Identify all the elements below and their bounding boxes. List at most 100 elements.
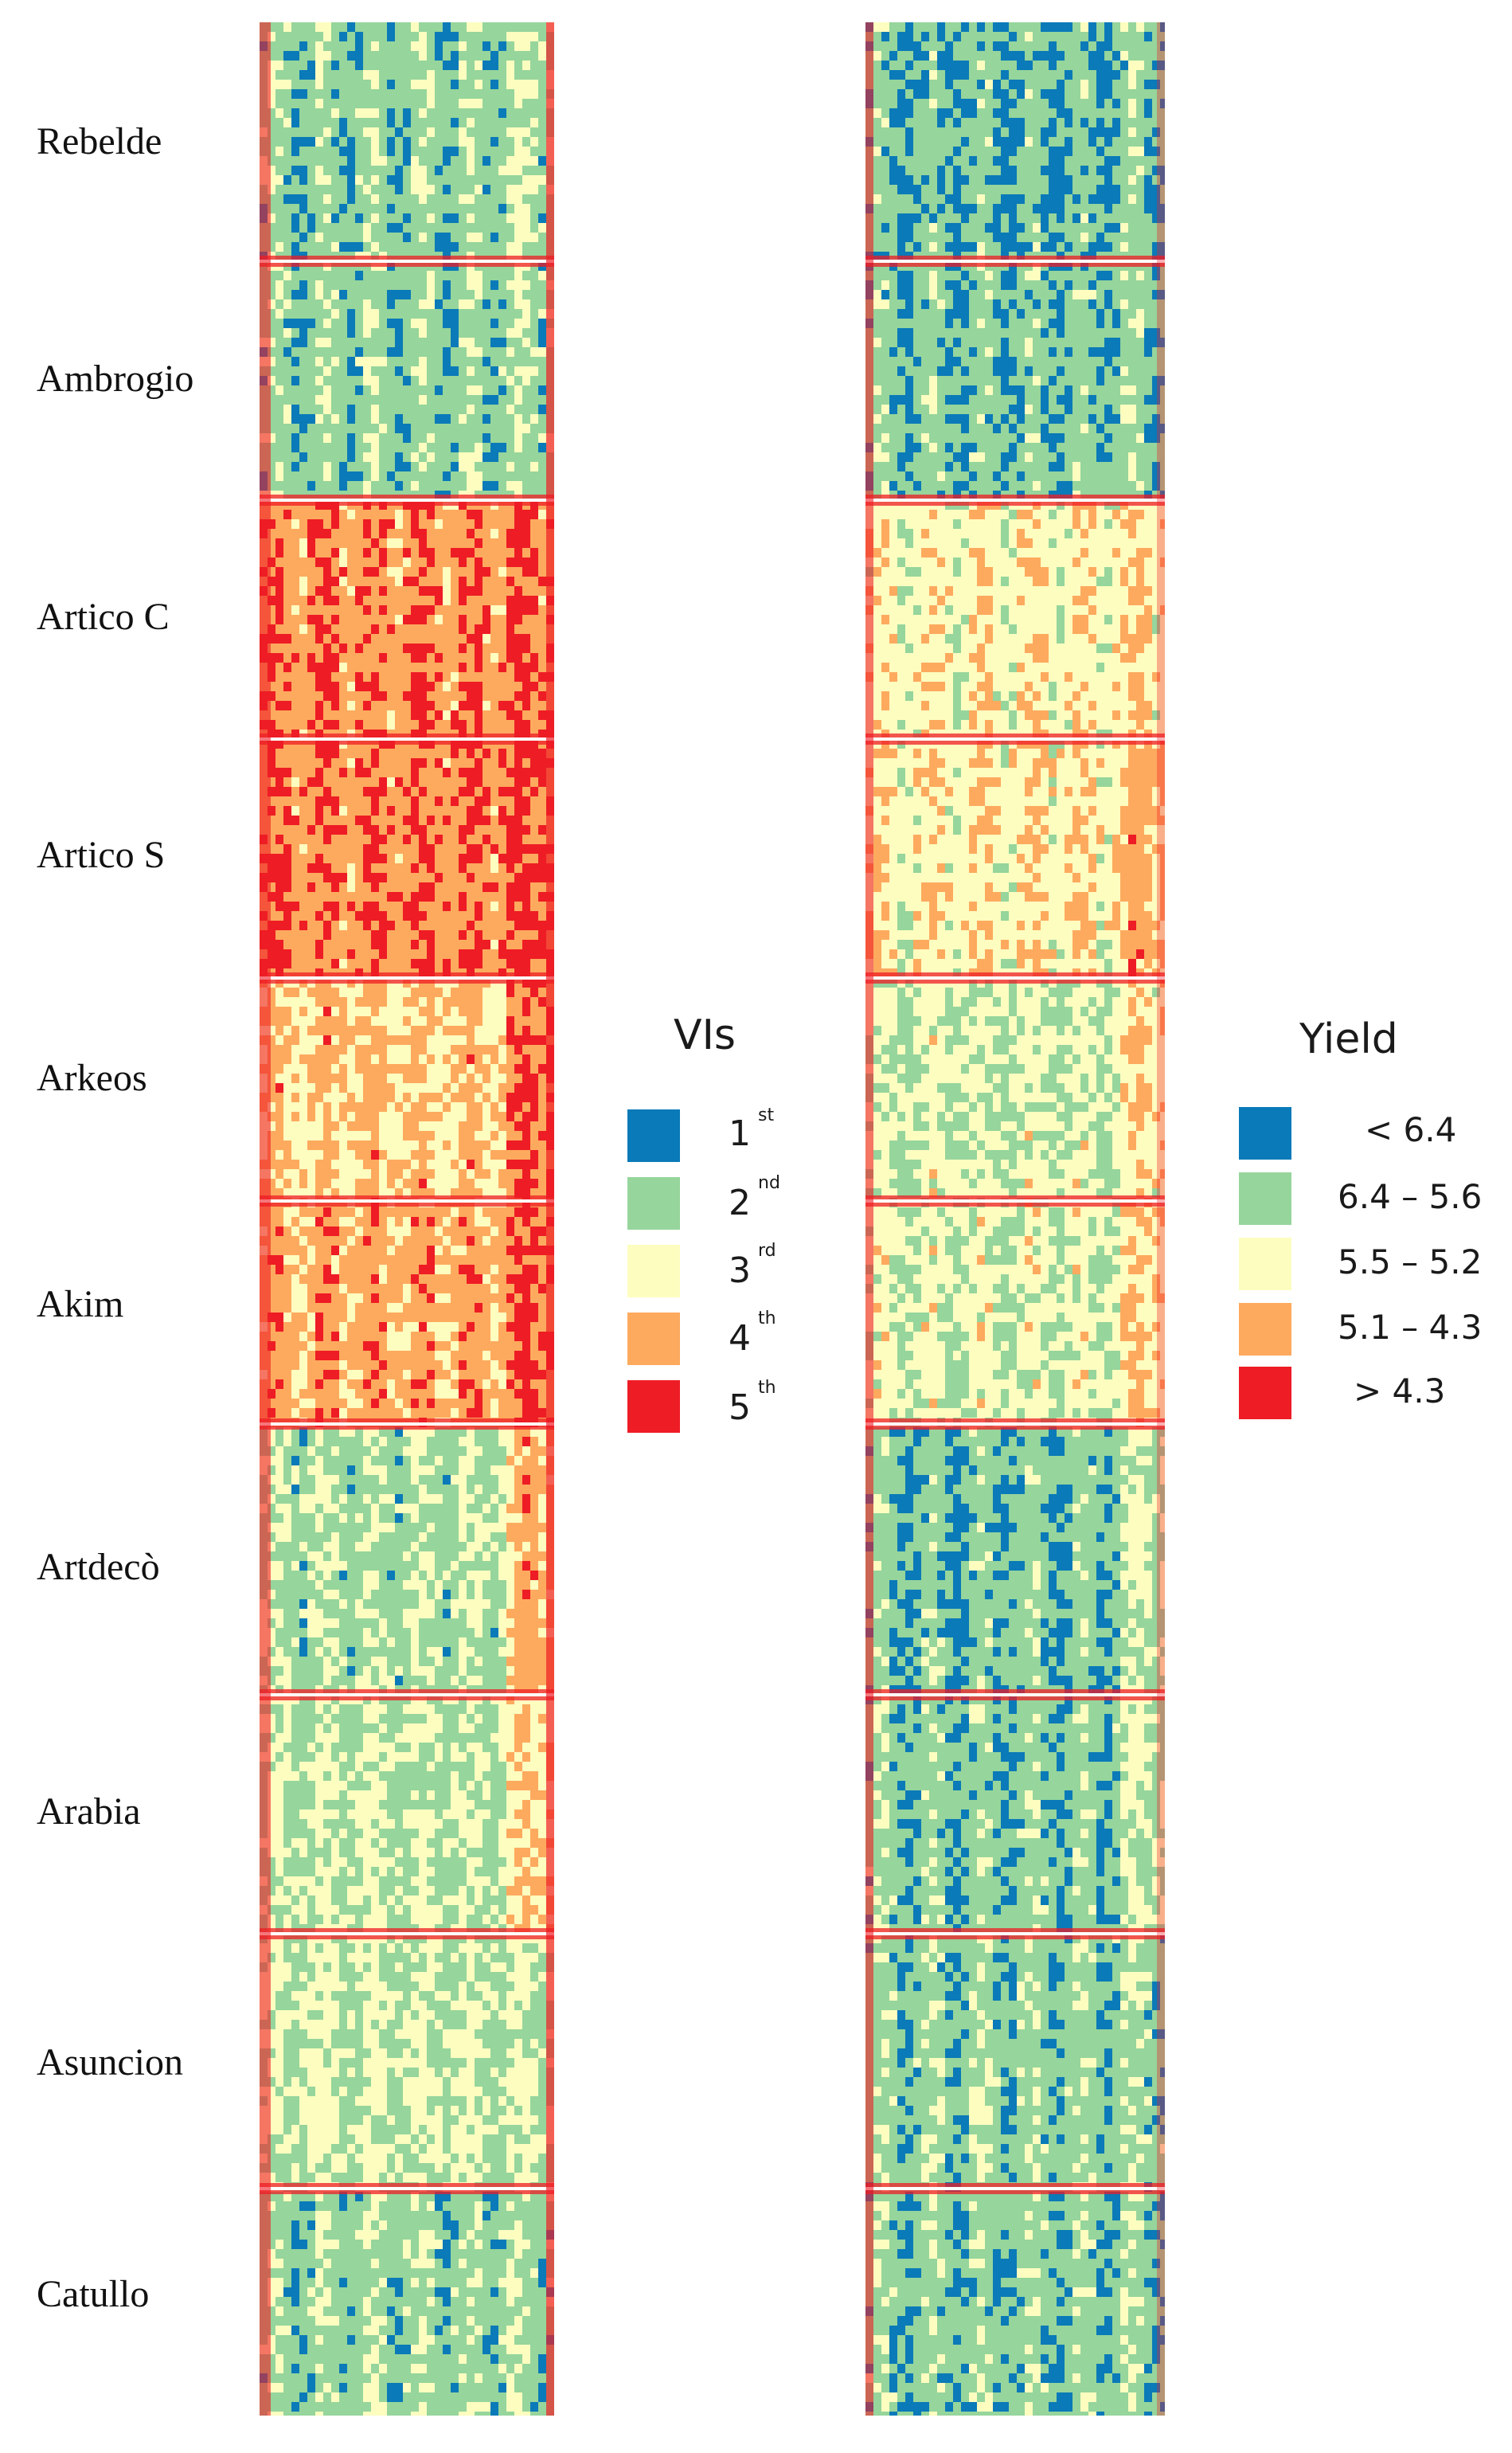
map-cell xyxy=(355,997,364,1007)
map-cell xyxy=(459,1121,467,1132)
map-cell xyxy=(315,1007,324,1017)
map-cell xyxy=(268,1226,276,1237)
map-cell xyxy=(371,80,380,90)
map-cell xyxy=(331,462,340,472)
map-cell xyxy=(387,1274,396,1285)
map-cell xyxy=(331,290,340,300)
map-cell xyxy=(467,519,475,530)
map-cell xyxy=(443,1045,451,1055)
map-cell xyxy=(339,930,348,941)
map-cell xyxy=(459,156,467,166)
map-cell xyxy=(379,1188,388,1199)
map-cell xyxy=(530,414,539,424)
map-cell xyxy=(506,605,515,616)
map-cell xyxy=(331,1255,340,1266)
map-cell xyxy=(483,61,491,71)
map-cell xyxy=(371,462,380,472)
map-cell xyxy=(387,452,396,463)
map-cell xyxy=(506,347,515,358)
map-cell xyxy=(339,949,348,960)
map-cell xyxy=(443,1255,451,1266)
map-cell xyxy=(506,80,515,90)
map-cell xyxy=(459,1293,467,1304)
map-cell xyxy=(443,1093,451,1103)
map-cell xyxy=(347,835,356,845)
map-cell xyxy=(506,806,515,816)
map-cell xyxy=(283,758,292,769)
map-cell xyxy=(299,758,308,769)
map-cell xyxy=(498,1160,507,1170)
map-cell xyxy=(387,940,396,950)
map-cell xyxy=(395,185,404,195)
map-cell xyxy=(363,710,372,721)
map-cell xyxy=(363,882,372,893)
map-cell xyxy=(387,873,396,883)
map-cell xyxy=(387,1045,396,1055)
map-cell xyxy=(283,1226,292,1237)
map-cell xyxy=(451,854,459,864)
map-cell xyxy=(411,147,420,157)
map-cell xyxy=(538,1265,547,1275)
map-cell xyxy=(323,615,332,625)
map-cell xyxy=(522,1169,531,1180)
map-cell xyxy=(371,1207,380,1218)
map-cell xyxy=(443,319,451,329)
map-cell xyxy=(291,127,300,138)
map-cell xyxy=(419,863,428,874)
map-cell xyxy=(307,1150,316,1160)
map-cell xyxy=(299,481,308,491)
map-cell xyxy=(498,471,507,482)
map-cell xyxy=(451,835,459,845)
map-cell xyxy=(347,347,356,358)
map-cell xyxy=(530,22,539,33)
map-cell xyxy=(339,1293,348,1304)
map-cell xyxy=(331,768,340,778)
map-cell xyxy=(498,1217,507,1227)
map-cell xyxy=(498,166,507,176)
map-cell xyxy=(435,328,443,338)
map-cell xyxy=(363,1226,372,1237)
map-cell xyxy=(275,80,284,90)
map-cell xyxy=(514,577,523,587)
map-cell xyxy=(498,213,507,224)
map-cell xyxy=(363,1007,372,1017)
map-cell xyxy=(339,529,348,539)
map-cell xyxy=(347,433,356,444)
map-cell xyxy=(371,997,380,1007)
map-cell xyxy=(371,529,380,539)
map-cell xyxy=(514,166,523,176)
map-cell xyxy=(435,777,443,788)
map-cell xyxy=(538,1293,547,1304)
map-cell xyxy=(451,796,459,807)
map-cell xyxy=(275,624,284,635)
map-cell xyxy=(371,940,380,950)
map-cell xyxy=(379,481,388,491)
map-cell xyxy=(403,471,412,482)
map-cell xyxy=(395,1026,404,1036)
map-cell xyxy=(331,854,340,864)
map-cell xyxy=(283,137,292,147)
map-cell xyxy=(427,691,436,702)
map-cell xyxy=(323,290,332,300)
map-cell xyxy=(490,558,499,568)
map-cell xyxy=(403,1188,412,1199)
map-cell xyxy=(387,1246,396,1256)
map-cell xyxy=(331,863,340,874)
map-cell xyxy=(339,395,348,405)
map-cell xyxy=(419,911,428,921)
map-cell xyxy=(291,519,300,530)
map-cell xyxy=(355,624,364,635)
map-cell xyxy=(315,902,324,912)
map-cell xyxy=(403,1035,412,1046)
map-cell xyxy=(451,988,459,998)
map-cell xyxy=(483,481,491,491)
map-cell xyxy=(419,166,428,176)
map-cell xyxy=(307,1160,316,1170)
map-cell xyxy=(538,1064,547,1074)
map-cell xyxy=(506,357,515,367)
map-cell xyxy=(387,433,396,444)
map-cell xyxy=(443,577,451,587)
map-cell xyxy=(291,1207,300,1218)
map-cell xyxy=(291,175,300,186)
map-cell xyxy=(514,1083,523,1093)
